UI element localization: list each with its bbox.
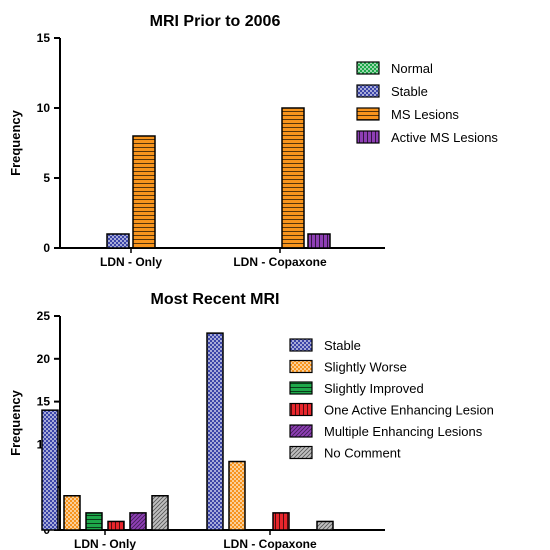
legend-swatch-normal [356, 61, 380, 75]
chart-most-recent-mri: Most Recent MRIFrequency0510152025LDN - … [8, 291, 494, 550]
y-axis-label: Frequency [8, 109, 23, 176]
chart-title: Most Recent MRI [151, 291, 280, 308]
y-tick-label: 15 [37, 395, 51, 409]
x-tick-label: LDN - Only [74, 537, 136, 550]
legend: Stable Slightly Worse Slightly Improved One… [289, 338, 494, 461]
chart-title: MRI Prior to 2006 [150, 13, 281, 30]
y-tick-label: 0 [43, 241, 50, 255]
bar-one-active-enhancing-lesion-ldn-only [107, 520, 125, 531]
legend-swatch-slightly-improved [289, 381, 313, 395]
bar-no-comment-ldn-copaxone [316, 520, 334, 531]
y-tick-label: 25 [37, 309, 51, 323]
legend-swatch-active-ms-lesions [356, 130, 380, 144]
legend-label-slightly-worse: Slightly Worse [324, 360, 407, 375]
y-tick-label: 10 [37, 101, 51, 115]
legend-label-ms-lesions: MS Lesions [391, 107, 459, 122]
legend-swatch-no-comment [289, 445, 313, 460]
x-tick-label: LDN - Only [100, 255, 162, 269]
legend-swatch-slightly-worse [289, 359, 313, 374]
legend-swatch-one-active-enhancing-lesion [289, 402, 313, 417]
bar-ms-lesions-ldn-copaxone [281, 107, 305, 249]
legend-label-one-active-enhancing-lesion: One Active Enhancing Lesion [324, 403, 494, 418]
bar-active-ms-lesions-ldn-copaxone [307, 233, 331, 249]
bar-slightly-improved-ldn-only [85, 512, 103, 531]
y-tick-label: 20 [37, 352, 51, 366]
legend-label-no-comment: No Comment [324, 446, 401, 461]
legend-swatch-multiple-enhancing-lesions [289, 424, 313, 438]
bar-multiple-enhancing-lesions-ldn-only [129, 512, 147, 531]
bar-one-active-enhancing-lesion-ldn-copaxone [272, 512, 290, 531]
bar-no-comment-ldn-only [151, 495, 169, 531]
legend: Normal Stable MS Lesions Active MS Lesions [356, 61, 498, 145]
legend-label-active-ms-lesions: Active MS Lesions [391, 130, 498, 145]
legend-label-stable: Stable [324, 338, 361, 353]
bar-slightly-worse-ldn-only [63, 495, 81, 531]
x-tick-label: LDN - Copaxone [233, 255, 327, 269]
legend-label-normal: Normal [391, 61, 433, 76]
legend-label-multiple-enhancing-lesions: Multiple Enhancing Lesions [324, 424, 483, 439]
y-tick-label: 5 [43, 171, 50, 185]
legend-swatch-ms-lesions [356, 107, 380, 121]
y-tick-label: 15 [37, 31, 51, 45]
legend-label-stable: Stable [391, 84, 428, 99]
bar-stable-ldn-only [41, 409, 59, 531]
bar-stable-ldn-only [106, 233, 130, 249]
bar-stable-ldn-copaxone [206, 332, 224, 531]
legend-swatch-stable [289, 338, 313, 352]
legend-swatch-stable [356, 84, 380, 98]
legend-label-slightly-improved: Slightly Improved [324, 381, 424, 396]
chart-mri-prior-2006: MRI Prior to 2006 Frequency 0 5 10 15 LDN - On… [8, 13, 498, 269]
x-tick-label: LDN - Copaxone [223, 537, 317, 550]
bar-slightly-worse-ldn-copaxone [228, 460, 246, 531]
y-axis-label: Frequency [8, 389, 23, 456]
bar-ms-lesions-ldn-only [132, 135, 156, 249]
